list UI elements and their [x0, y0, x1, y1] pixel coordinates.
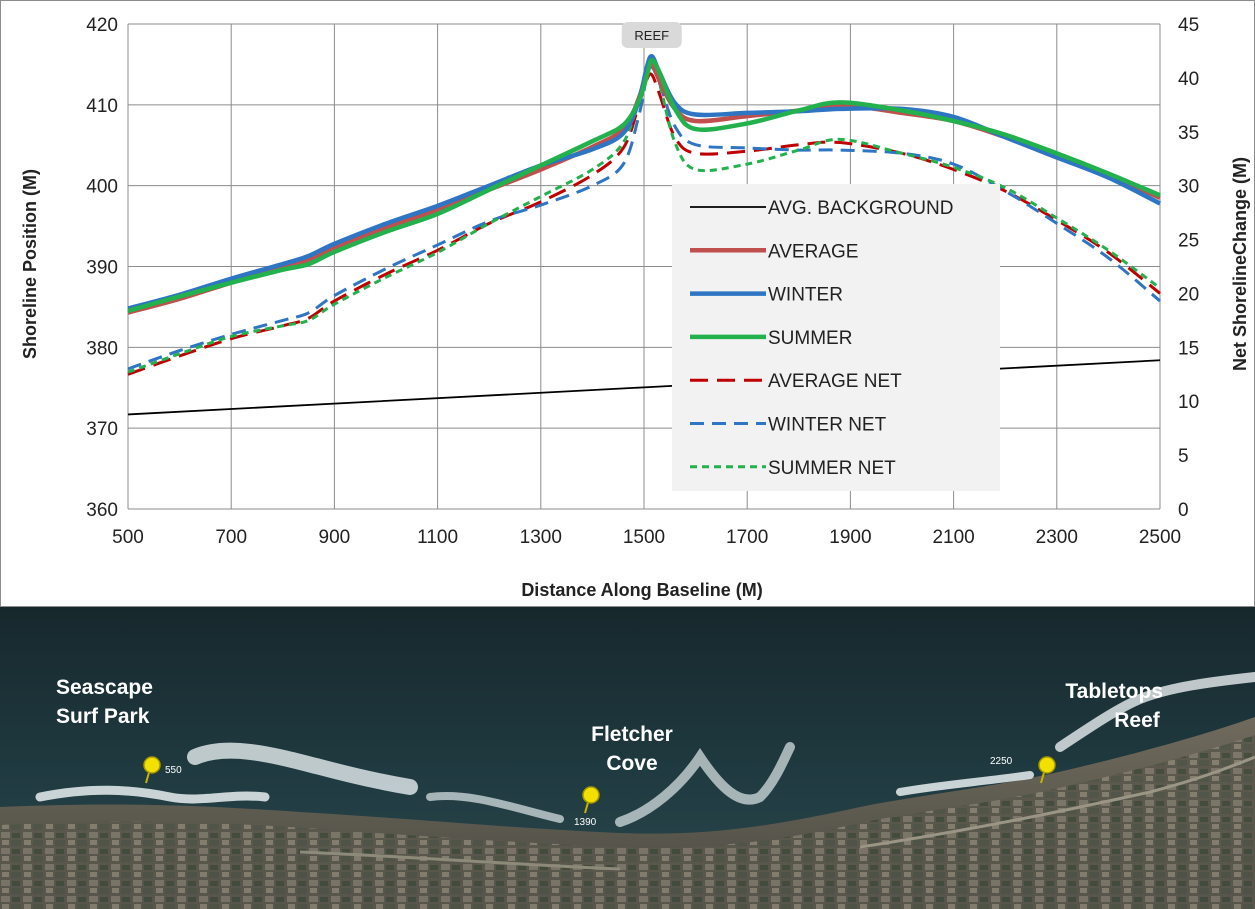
pin-fletcher: 1390	[574, 786, 600, 828]
right-axis-ticks: 0 5 10 15 20 25 30 35 40 45	[1178, 15, 1199, 521]
pin-seascape-label: 550	[165, 765, 182, 776]
right-tick-label: 25	[1178, 231, 1199, 252]
pin-tabletops: 2250	[990, 756, 1056, 784]
surf-foam-3	[426, 792, 564, 823]
x-tick-label: 2300	[1036, 527, 1078, 548]
x-tick-label: 900	[319, 527, 351, 548]
right-tick-label: 30	[1178, 177, 1199, 198]
x-axis-title: Distance Along Baseline (M)	[521, 580, 762, 600]
pin-fletcher-label: 1390	[574, 817, 597, 828]
left-tick-label: 410	[86, 96, 118, 117]
left-tick-label: 420	[86, 15, 118, 36]
legend-label: WINTER	[768, 285, 843, 306]
legend-label: AVERAGE	[768, 241, 858, 262]
reef-annotation: REEF	[621, 22, 682, 48]
legend-label: WINTER NET	[768, 415, 887, 436]
place-fletcher-line1: Fletcher	[591, 723, 673, 746]
surf-foam-6	[1055, 672, 1255, 752]
left-tick-label: 380	[86, 338, 118, 359]
series-layer	[127, 54, 1162, 416]
reef-annotation-box	[621, 22, 682, 48]
right-tick-label: 0	[1178, 500, 1189, 521]
right-tick-label: 5	[1178, 446, 1189, 467]
place-fletcher-line2: Cove	[606, 752, 657, 775]
right-tick-label: 10	[1178, 392, 1199, 413]
right-tick-label: 20	[1178, 284, 1199, 305]
coastal-road-east	[859, 755, 1255, 849]
x-tick-label: 1100	[417, 527, 458, 548]
pin-tabletops-label: 2250	[990, 756, 1013, 767]
reef-annotation-label: REEF	[634, 28, 669, 43]
surf-foam-5	[896, 771, 1034, 796]
series-summer-line	[127, 58, 1161, 314]
x-tick-label: 1300	[520, 527, 562, 548]
place-tabletops-line2: Reef	[1114, 709, 1161, 732]
legend-label: SUMMER NET	[768, 458, 896, 479]
right-tick-label: 35	[1178, 123, 1199, 144]
legend-label: SUMMER	[768, 328, 852, 349]
right-tick-label: 45	[1178, 15, 1199, 36]
x-tick-label: 700	[215, 527, 247, 548]
surf-foam-1	[35, 785, 270, 804]
left-axis-title: Shoreline Position (M)	[20, 169, 40, 359]
legend-label: AVERAGE NET	[768, 371, 902, 392]
series-avg-background-line	[127, 359, 1161, 416]
legend-label: AVG. BACKGROUND	[768, 198, 953, 219]
pin-seascape: 550	[143, 756, 182, 784]
left-tick-label: 360	[86, 500, 118, 521]
x-tick-label: 2100	[932, 527, 974, 548]
pin-tabletops-icon	[1038, 756, 1056, 774]
x-tick-label: 1900	[829, 527, 871, 548]
x-tick-label: 500	[112, 527, 144, 548]
series-summer-net-line	[127, 62, 1161, 374]
left-axis-ticks: 360 370 380 390 400 410 420	[86, 15, 118, 521]
shoreline-chart: 360 370 380 390 400 410 420 0 5 10 15 20 25 30 35 40 45…	[0, 0, 1255, 607]
right-axis-title: Net ShorelineChange (M)	[1230, 157, 1250, 371]
aerial-photo: 550 1390 2250 Seascape Surf Park Fletche…	[0, 607, 1255, 909]
chart-border	[0, 0, 1255, 607]
right-tick-label: 15	[1178, 338, 1199, 359]
pin-seascape-icon	[143, 756, 161, 774]
right-tick-label: 40	[1178, 69, 1199, 90]
surf-foam-2	[187, 742, 418, 795]
place-seascape-line1: Seascape	[56, 676, 153, 699]
town-blocks	[0, 735, 1255, 909]
left-tick-label: 370	[86, 419, 118, 440]
x-axis-ticks: 500 700 900 1100 1300 1500 1700 1900 2100 2300 250…	[112, 527, 1181, 548]
place-tabletops-line1: Tabletops	[1065, 680, 1163, 703]
surf-foam-4	[615, 742, 795, 827]
x-tick-label: 1700	[726, 527, 768, 548]
x-tick-label: 1500	[623, 527, 665, 548]
x-tick-label: 2500	[1139, 527, 1181, 548]
left-tick-label: 400	[86, 177, 118, 198]
legend: AVG. BACKGROUND AVERAGE WINTER SUMMER AVERAG…	[672, 184, 1000, 491]
left-tick-label: 390	[86, 258, 118, 279]
coastal-road	[299, 850, 621, 871]
aerial-photo-canvas: 550 1390 2250 Seascape Surf Park Fletche…	[0, 607, 1255, 909]
place-seascape-line2: Surf Park	[56, 705, 150, 728]
chart-panel: 360 370 380 390 400 410 420 0 5 10 15 20 25 30 35 40 45…	[0, 0, 1255, 607]
pin-fletcher-icon	[582, 786, 600, 804]
